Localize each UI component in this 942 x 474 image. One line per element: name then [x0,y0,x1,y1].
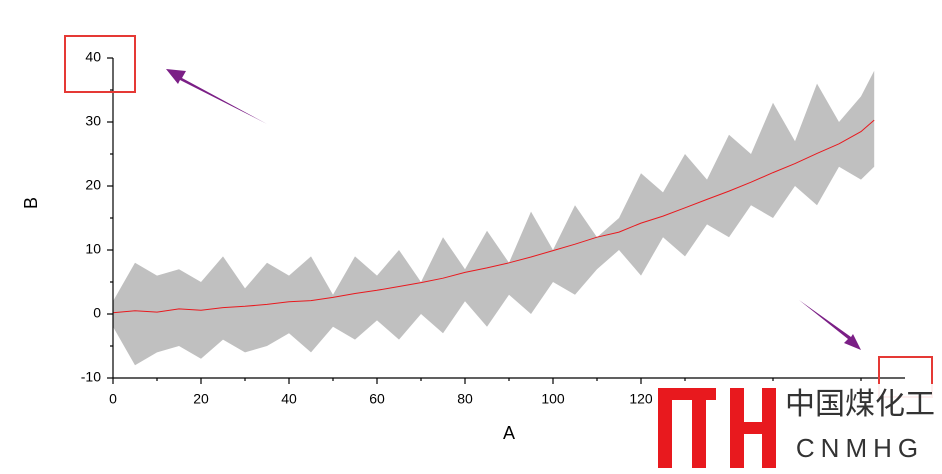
arrow [799,300,861,350]
x-tick-label: 80 [457,391,473,407]
logo-subtitle: CNMHG [796,433,924,463]
y-tick-label: 20 [85,177,101,193]
y-tick-label: 30 [85,113,101,129]
highlight-box [64,35,136,93]
arrow [166,69,267,124]
band-area [113,70,875,366]
x-tick-label: 100 [541,391,565,407]
x-axis-label: A [503,423,515,443]
x-tick-label: 60 [369,391,385,407]
y-tick-label: 0 [93,305,101,321]
y-tick-label: 40 [85,49,101,65]
x-tick-label: 20 [193,391,209,407]
line [112,119,875,314]
logo-title: 中国煤化工 [785,388,935,421]
logo-mark [658,388,776,468]
x-tick-label: 120 [629,391,653,407]
y-tick-label: -10 [81,369,101,385]
y-axis-label: B [21,197,41,209]
x-tick-label: 0 [109,391,117,407]
logo: 中国煤化工 CNMHG [652,384,942,474]
x-tick-label: 40 [281,391,297,407]
y-tick-label: 10 [85,241,101,257]
plot-area: 0 20 40 60 80 100 120 -10 0 10 20 30 40 [81,49,905,407]
